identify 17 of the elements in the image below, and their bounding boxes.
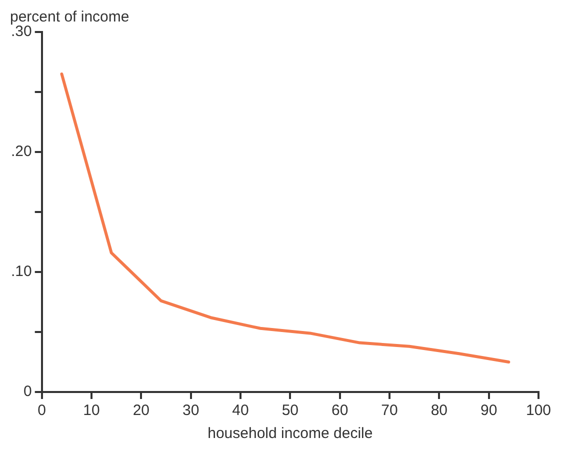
y-axis-title: percent of income: [10, 8, 130, 26]
x-tick-label: 50: [282, 402, 299, 420]
x-tick-label: 10: [83, 402, 100, 420]
y-tick-label: .30: [10, 23, 32, 40]
x-tick-label: 70: [381, 402, 398, 420]
x-tick-label: 20: [132, 402, 150, 420]
y-tick-label: .10: [10, 263, 32, 280]
x-tick-label: 60: [331, 402, 348, 420]
x-tick-label: 0: [38, 402, 46, 420]
y-tick-label: .20: [10, 143, 32, 160]
x-tick-label: 40: [232, 402, 249, 420]
y-tick-label: 0: [24, 383, 32, 400]
x-axis-title: household income decile: [208, 425, 373, 442]
x-tick-label: 30: [182, 402, 200, 420]
x-tick-label: 100: [526, 402, 551, 420]
x-tick-label: 90: [480, 402, 498, 420]
x-tick-label: 80: [430, 402, 448, 420]
